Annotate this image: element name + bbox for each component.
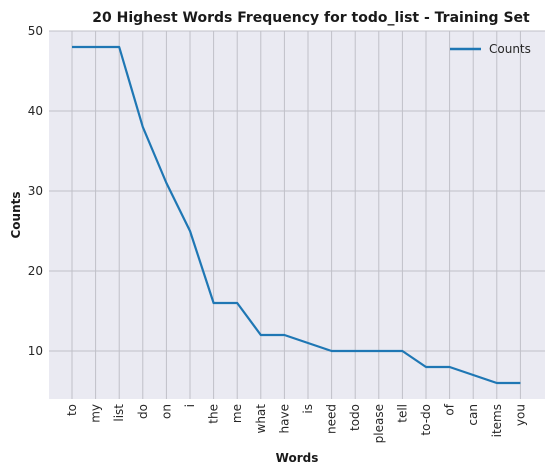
x-tick-label: on: [159, 404, 173, 419]
x-tick-label: can: [466, 404, 480, 426]
y-tick-label: 20: [28, 264, 43, 278]
y-tick-label: 50: [28, 24, 43, 38]
x-tick-label: what: [254, 404, 268, 434]
y-axis-label: Counts: [9, 191, 23, 238]
x-tick-label: list: [112, 404, 126, 422]
x-tick-label: me: [230, 404, 244, 423]
plot-area: [49, 31, 545, 399]
y-axis-ticks: 10 20 30 40 50: [28, 24, 43, 358]
legend-label-counts: Counts: [489, 42, 531, 56]
y-tick-label: 30: [28, 184, 43, 198]
x-tick-label: you: [513, 404, 527, 426]
x-tick-label: the: [207, 404, 221, 424]
x-axis-ticks: to my list do on i the me what have is need todo plea…: [65, 403, 527, 443]
x-axis-label: Words: [276, 451, 319, 465]
chart-title: 20 Highest Words Frequency for todo_list…: [92, 10, 530, 26]
x-tick-label: need: [325, 404, 339, 434]
x-tick-label: of: [443, 403, 457, 415]
x-tick-label: tell: [395, 404, 409, 423]
x-tick-label: do: [136, 404, 150, 419]
x-tick-label: to: [65, 404, 79, 416]
x-tick-label: please: [372, 404, 386, 443]
x-tick-label: i: [183, 404, 197, 407]
x-tick-label: my: [89, 404, 103, 423]
x-tick-label: to-do: [419, 404, 433, 436]
x-tick-label: have: [277, 404, 291, 433]
x-tick-label: todo: [348, 404, 362, 431]
x-tick-label: is: [301, 404, 315, 414]
y-tick-label: 40: [28, 104, 43, 118]
y-tick-label: 10: [28, 344, 43, 358]
x-tick-label: items: [490, 404, 504, 437]
